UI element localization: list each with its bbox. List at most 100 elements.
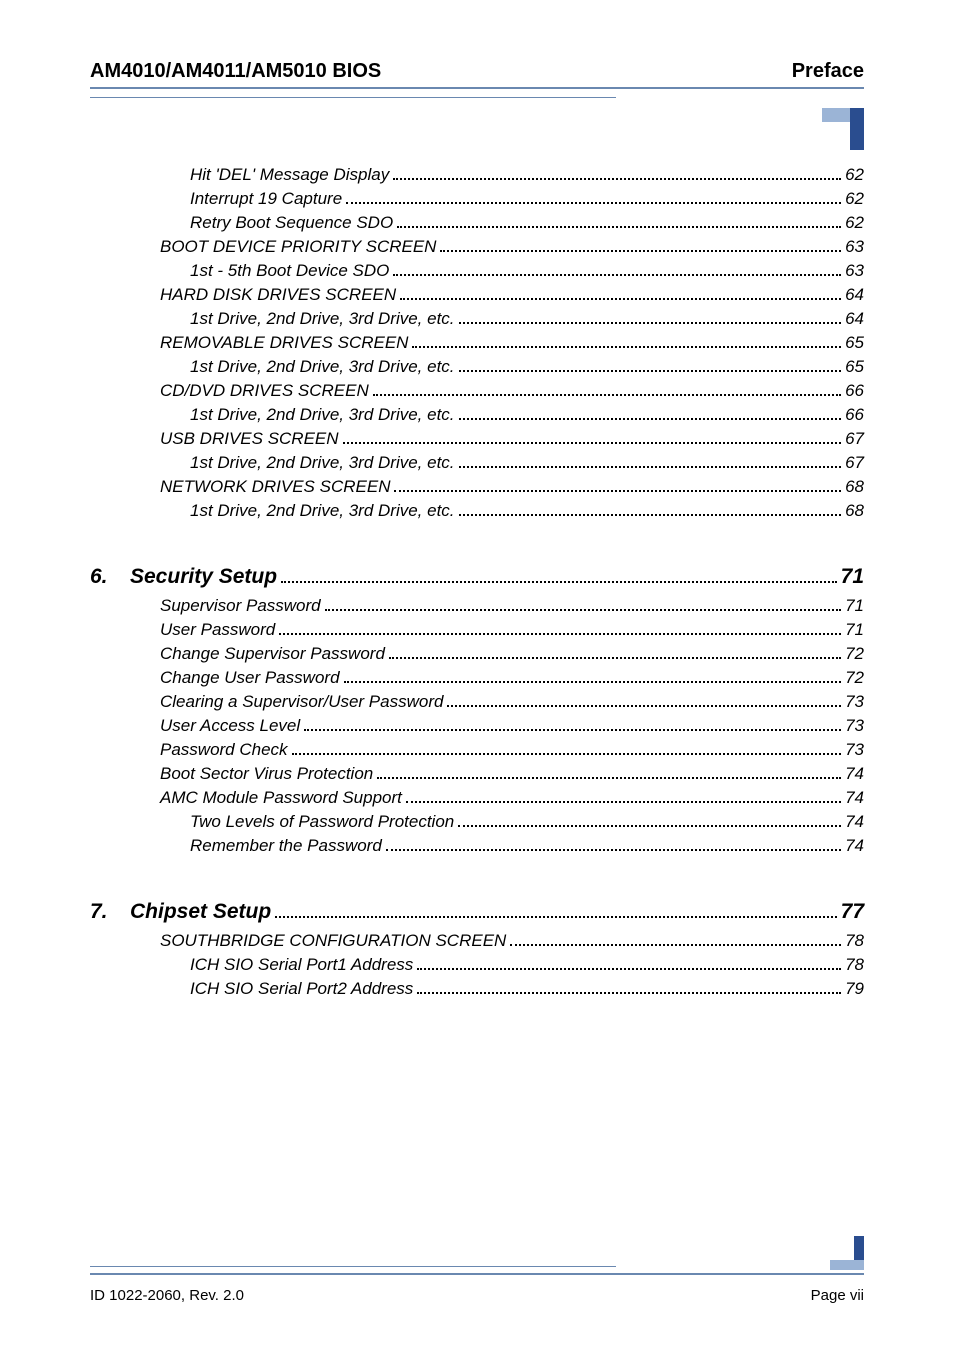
toc-page-number: 78 — [845, 932, 864, 949]
toc-label: HARD DISK DRIVES SCREEN — [160, 286, 396, 303]
toc-label: Two Levels of Password Protection — [190, 813, 454, 830]
toc-label: Interrupt 19 Capture — [190, 190, 342, 207]
footer-rule-long — [90, 1273, 864, 1275]
toc-page-number: 74 — [845, 837, 864, 854]
toc-page-number: 65 — [845, 358, 864, 375]
toc-page-number: 74 — [845, 765, 864, 782]
leader-dots — [459, 418, 842, 420]
footer-right: Page vii — [811, 1287, 864, 1304]
toc-page-number: 68 — [845, 502, 864, 519]
toc-page-number: 73 — [845, 693, 864, 710]
footer-left: ID 1022-2060, Rev. 2.0 — [90, 1287, 244, 1304]
leader-dots — [400, 298, 841, 300]
leader-dots — [281, 581, 837, 583]
toc-page-number: 73 — [845, 717, 864, 734]
corner-ornament-top — [822, 108, 864, 150]
leader-dots — [275, 916, 836, 918]
section-title: Chipset Setup — [130, 901, 271, 922]
toc-page-number: 63 — [845, 262, 864, 279]
toc-entry: HARD DISK DRIVES SCREEN 64 — [90, 286, 864, 304]
toc-page-number: 68 — [845, 478, 864, 495]
toc-entry: NETWORK DRIVES SCREEN 68 — [90, 478, 864, 496]
toc-label: AMC Module Password Support — [160, 789, 402, 806]
toc-label: 1st Drive, 2nd Drive, 3rd Drive, etc. — [190, 454, 455, 471]
leader-dots — [292, 753, 842, 755]
toc-page-number: 64 — [845, 286, 864, 303]
leader-dots — [459, 370, 842, 372]
toc-label: Boot Sector Virus Protection — [160, 765, 373, 782]
leader-dots — [346, 202, 841, 204]
section-page: 71 — [841, 566, 864, 587]
header-title-right: Preface — [792, 60, 864, 83]
leader-dots — [393, 178, 841, 180]
toc-entry: AMC Module Password Support 74 — [90, 789, 864, 807]
toc-label: ICH SIO Serial Port2 Address — [190, 980, 413, 997]
toc-entry: Boot Sector Virus Protection 74 — [90, 765, 864, 783]
toc-label: Password Check — [160, 741, 288, 758]
leader-dots — [459, 322, 842, 324]
toc-page-number: 71 — [845, 621, 864, 638]
toc-page-number: 66 — [845, 406, 864, 423]
leader-dots — [279, 633, 841, 635]
toc-page-number: 72 — [845, 645, 864, 662]
toc-label: NETWORK DRIVES SCREEN — [160, 478, 390, 495]
toc-page-number: 74 — [845, 789, 864, 806]
section-number: 6. — [90, 566, 130, 587]
leader-dots — [325, 609, 841, 611]
toc-label: 1st Drive, 2nd Drive, 3rd Drive, etc. — [190, 310, 455, 327]
leader-dots — [440, 250, 841, 252]
toc-entry: 1st Drive, 2nd Drive, 3rd Drive, etc. 64 — [90, 310, 864, 328]
leader-dots — [447, 705, 841, 707]
toc-entry: Change User Password 72 — [90, 669, 864, 687]
toc-label: 1st - 5th Boot Device SDO — [190, 262, 389, 279]
toc-label: Remember the Password — [190, 837, 382, 854]
toc-page-number: 66 — [845, 382, 864, 399]
toc-entry: Retry Boot Sequence SDO 62 — [90, 214, 864, 232]
toc-entry: 1st Drive, 2nd Drive, 3rd Drive, etc. 68 — [90, 502, 864, 520]
toc-entry: ICH SIO Serial Port2 Address 79 — [90, 980, 864, 998]
leader-dots — [394, 490, 841, 492]
leader-dots — [373, 394, 841, 396]
toc-label: Change User Password — [160, 669, 340, 686]
toc-label: Change Supervisor Password — [160, 645, 385, 662]
toc-page-number: 63 — [845, 238, 864, 255]
toc-label: Clearing a Supervisor/User Password — [160, 693, 443, 710]
leader-dots — [393, 274, 841, 276]
header-subline — [90, 97, 616, 98]
leader-dots — [458, 825, 841, 827]
toc-entry: BOOT DEVICE PRIORITY SCREEN 63 — [90, 238, 864, 256]
toc-label: Retry Boot Sequence SDO — [190, 214, 393, 231]
toc-entry: SOUTHBRIDGE CONFIGURATION SCREEN 78 — [90, 932, 864, 950]
toc-entry: USB DRIVES SCREEN 67 — [90, 430, 864, 448]
toc-page-number: 62 — [845, 166, 864, 183]
toc-label: CD/DVD DRIVES SCREEN — [160, 382, 369, 399]
leader-dots — [386, 849, 841, 851]
table-of-contents: Hit 'DEL' Message Display 62 Interrupt 19… — [90, 166, 864, 998]
toc-page-number: 62 — [845, 214, 864, 231]
toc-label: REMOVABLE DRIVES SCREEN — [160, 334, 408, 351]
toc-entry: 1st Drive, 2nd Drive, 3rd Drive, etc. 65 — [90, 358, 864, 376]
toc-entry: Change Supervisor Password 72 — [90, 645, 864, 663]
toc-label: User Password — [160, 621, 275, 638]
page-footer: ID 1022-2060, Rev. 2.0 Page vii — [90, 1266, 864, 1304]
toc-page-number: 67 — [845, 430, 864, 447]
toc-entry: Hit 'DEL' Message Display 62 — [90, 166, 864, 184]
section-page: 77 — [841, 901, 864, 922]
toc-page-number: 67 — [845, 454, 864, 471]
leader-dots — [343, 442, 842, 444]
toc-page-number: 74 — [845, 813, 864, 830]
leader-dots — [304, 729, 841, 731]
toc-entry: Interrupt 19 Capture 62 — [90, 190, 864, 208]
toc-page-number: 78 — [845, 956, 864, 973]
section-number: 7. — [90, 901, 130, 922]
toc-entry: ICH SIO Serial Port1 Address 78 — [90, 956, 864, 974]
leader-dots — [510, 944, 841, 946]
toc-entry: 1st - 5th Boot Device SDO 63 — [90, 262, 864, 280]
toc-label: User Access Level — [160, 717, 300, 734]
leader-dots — [397, 226, 841, 228]
leader-dots — [344, 681, 842, 683]
toc-label: BOOT DEVICE PRIORITY SCREEN — [160, 238, 436, 255]
toc-label: Hit 'DEL' Message Display — [190, 166, 389, 183]
toc-label: USB DRIVES SCREEN — [160, 430, 339, 447]
leader-dots — [459, 514, 842, 516]
